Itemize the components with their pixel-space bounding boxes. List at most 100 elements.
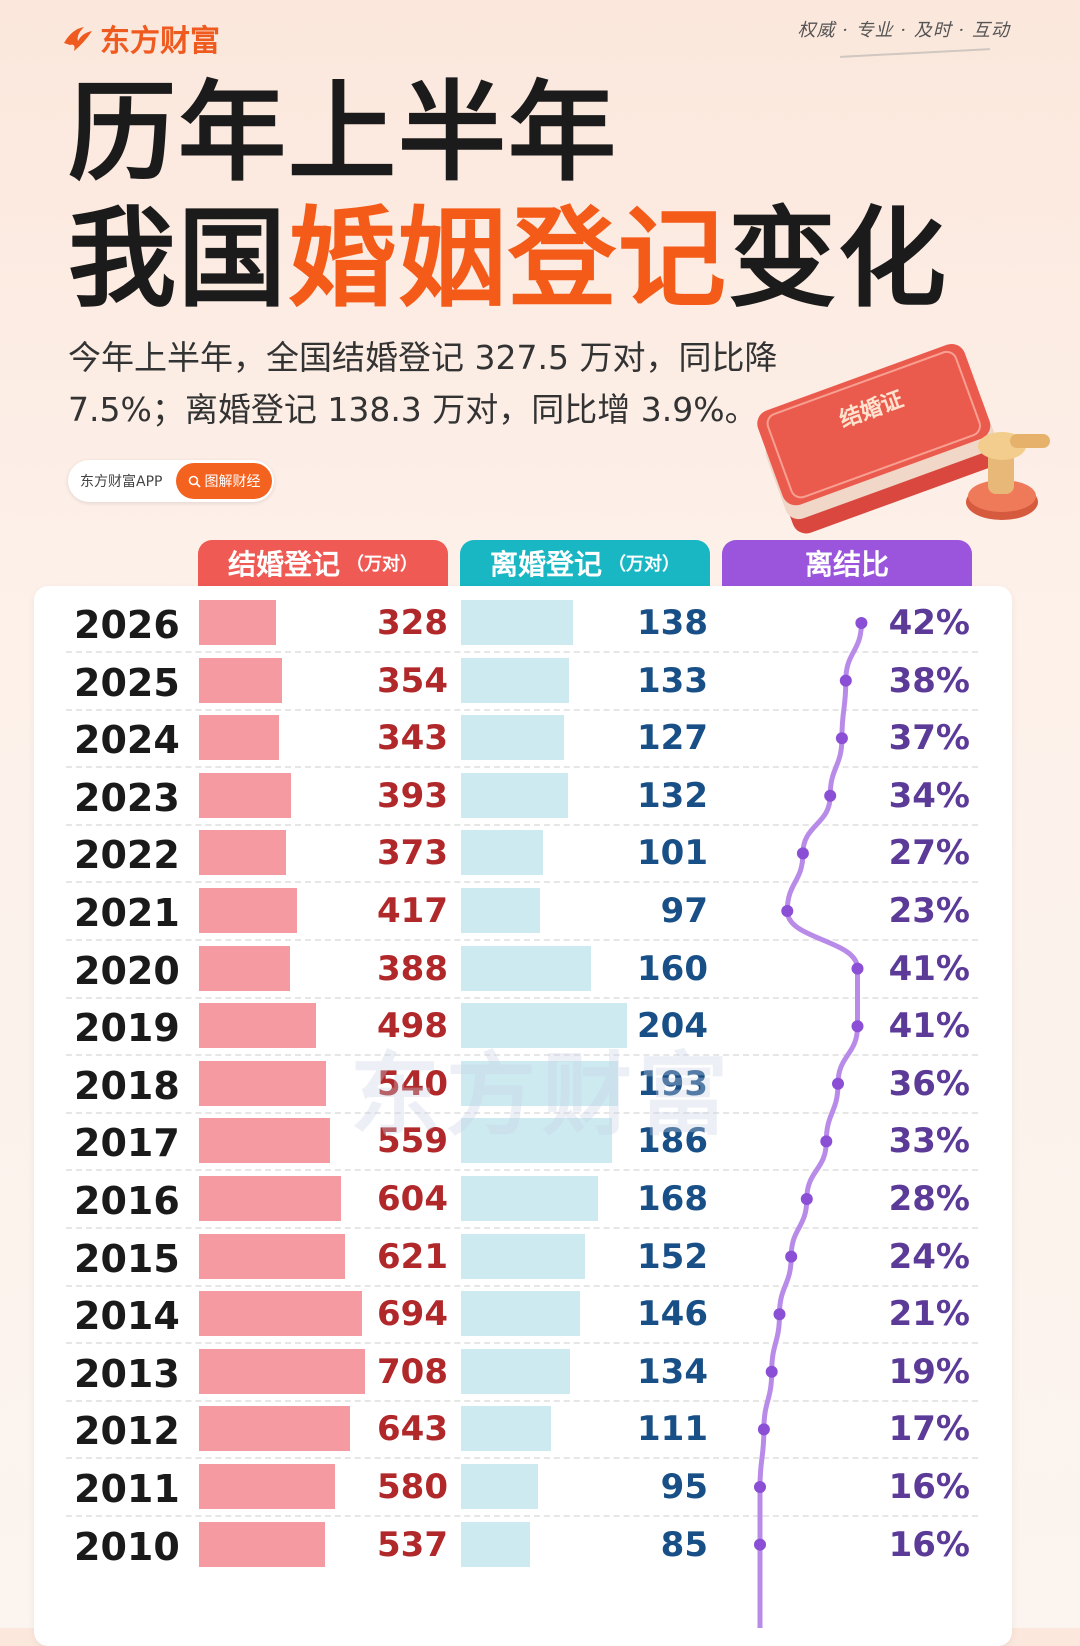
marriage-bar — [199, 1176, 341, 1221]
ratio-point — [855, 617, 868, 629]
title-highlight: 婚姻登记 — [288, 197, 729, 322]
pill-search-button[interactable]: 图解财经 — [176, 463, 272, 499]
ratio-point — [757, 1423, 770, 1436]
row-year: 2023 — [74, 775, 180, 820]
divorce-bar — [461, 600, 574, 645]
divorce-value: 193 — [637, 1063, 708, 1104]
ratio-value: 33% — [888, 1121, 970, 1162]
ratio-line — [757, 622, 864, 1628]
ratio-point — [824, 789, 837, 802]
divorce-bar — [461, 1348, 571, 1394]
marriage-value: 694 — [377, 1294, 448, 1335]
table-row: 2020 388 160 41% — [0, 940, 1080, 999]
brand-name: 东方财富 — [100, 24, 220, 59]
ratio-point — [851, 962, 864, 975]
ratio-point — [851, 1020, 864, 1033]
marriage-value: 393 — [377, 775, 448, 816]
ratio-value: 38% — [888, 660, 970, 701]
marriage-bar — [199, 1406, 350, 1452]
marriage-value: 708 — [377, 1351, 448, 1392]
row-divider — [66, 1111, 978, 1114]
divorce-value: 168 — [637, 1179, 708, 1219]
row-divider — [66, 1342, 978, 1345]
marriage-bar — [199, 1003, 316, 1049]
watermark: 东方财富 — [350, 1043, 734, 1148]
divorce-value: 85 — [660, 1524, 708, 1565]
marriage-certificate-illustration: 结婚证 — [757, 343, 1050, 534]
page-title-line2: 我国婚姻登记变化 — [68, 206, 948, 314]
app-search-pill[interactable]: 东方财富APP 图解财经 — [68, 460, 274, 502]
ratio-value: 42% — [888, 603, 970, 643]
divorce-value: 127 — [637, 718, 708, 759]
table-row: 2016 604 168 28% — [0, 1170, 1080, 1229]
marriage-value: 373 — [377, 833, 448, 874]
row-year: 2012 — [74, 1409, 180, 1454]
ratio-value: 19% — [888, 1351, 970, 1392]
table-row: 2021 417 97 23% — [0, 882, 1080, 941]
divorce-bar — [461, 1176, 598, 1221]
table-row: 2014 694 146 21% — [0, 1285, 1080, 1345]
ratio-point — [785, 1250, 798, 1263]
row-divider — [66, 881, 978, 884]
row-year: 2011 — [74, 1467, 180, 1511]
marriage-value: 559 — [377, 1121, 448, 1162]
row-divider — [66, 1399, 978, 1402]
divorce-bar — [461, 657, 570, 703]
divorce-value: 101 — [637, 833, 708, 874]
marriage-bar — [199, 1118, 331, 1164]
table-row: 2022 373 101 27% — [0, 824, 1080, 884]
marriage-bar — [199, 715, 280, 761]
header-marriage: 结婚登记 （万对） — [198, 540, 448, 586]
row-divider — [66, 766, 978, 769]
row-divider — [66, 1284, 978, 1287]
divorce-bar — [461, 715, 565, 761]
row-year: 2015 — [74, 1236, 180, 1281]
divorce-value: 160 — [637, 948, 708, 989]
divorce-value: 111 — [637, 1409, 708, 1450]
marriage-bar — [199, 1464, 335, 1509]
summary-text: 今年上半年，全国结婚登记 327.5 万对，同比降 7.5%；离婚登记 138.… — [68, 338, 778, 429]
ratio-value: 37% — [888, 718, 970, 759]
ratio-value: 16% — [888, 1524, 970, 1565]
ratio-point — [796, 847, 809, 860]
marriage-bar — [199, 1521, 325, 1567]
row-year: 2019 — [74, 1006, 180, 1051]
row-year: 2014 — [74, 1294, 180, 1339]
row-year: 2022 — [74, 833, 180, 878]
marriage-value: 328 — [377, 603, 448, 643]
ratio-value: 27% — [888, 833, 970, 874]
marriage-value: 621 — [377, 1236, 448, 1277]
marriage-value: 580 — [377, 1467, 448, 1507]
brand-flame-icon — [64, 27, 92, 51]
row-divider — [66, 1227, 978, 1229]
row-divider — [66, 1457, 978, 1460]
row-divider — [66, 823, 978, 826]
marriage-bar — [199, 830, 287, 876]
ratio-point — [832, 1077, 844, 1090]
divorce-bar — [461, 1118, 613, 1164]
ratio-point — [820, 1135, 833, 1148]
divorce-bar — [461, 1521, 531, 1567]
page-title-line1: 历年上半年 — [68, 71, 619, 196]
ratio-point — [800, 1193, 813, 1205]
ratio-value: 34% — [888, 775, 970, 816]
divorce-bar — [461, 772, 569, 818]
ratio-value: 16% — [888, 1467, 970, 1507]
title-pre: 我国 — [68, 197, 289, 322]
brand-logo: 东方财富 — [62, 16, 220, 60]
divorce-value: 146 — [637, 1294, 708, 1335]
marriage-value: 354 — [377, 660, 448, 701]
row-year: 2017 — [74, 1121, 180, 1166]
pill-app-name: 东方财富APP — [80, 474, 163, 490]
row-divider — [66, 1169, 978, 1172]
ratio-value: 17% — [888, 1409, 970, 1450]
header-divorce: 离婚登记 （万对） — [460, 540, 710, 586]
marriage-bar — [199, 600, 276, 645]
header-marriage-label: 结婚登记 — [227, 548, 340, 581]
table-row: 2017 559 186 33% — [0, 1112, 1080, 1172]
marriage-bar — [199, 1348, 365, 1394]
marriage-value: 388 — [377, 948, 448, 989]
divorce-bar — [461, 945, 592, 991]
row-year: 2020 — [74, 948, 180, 993]
